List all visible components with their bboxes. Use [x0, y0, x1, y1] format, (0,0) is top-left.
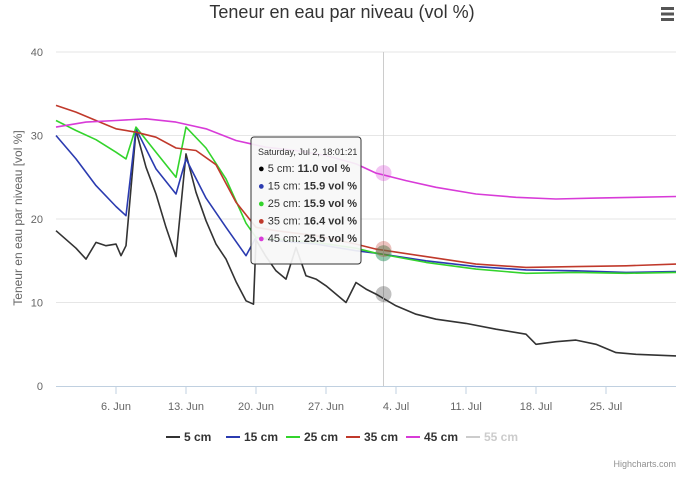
tooltip-bullet-icon: ●: [258, 181, 268, 193]
tooltip-row: ● 15 cm: 15.9 vol %: [258, 181, 357, 193]
tooltip-row-label: 25 cm:: [268, 198, 304, 210]
legend-label: 5 cm: [184, 430, 211, 444]
tooltip-row-value: 16.4 vol %: [304, 216, 357, 228]
x-tick-label: 18. Jul: [520, 401, 552, 413]
x-tick-label: 6. Jun: [101, 401, 131, 413]
tooltip-box: [250, 136, 362, 265]
x-tick-label: 20. Jun: [238, 401, 274, 413]
tooltip-row: ● 35 cm: 16.4 vol %: [258, 216, 357, 228]
y-axis-label: Teneur en eau par niveau [vol %]: [11, 130, 25, 305]
tooltip-row-label: 15 cm:: [268, 181, 304, 193]
tooltip-row-value: 11.0 vol %: [298, 163, 351, 175]
credits-link[interactable]: Highcharts.com: [613, 459, 676, 469]
legend: 5 cm 15 cm 25 cm 35 cm 45 cm 55 cm: [166, 430, 518, 444]
tooltip: Saturday, Jul 2, 18:01:21 ● 5 cm: 11.0 v…: [250, 136, 362, 265]
tooltip-row-label: 45 cm:: [268, 233, 304, 245]
legend-item-45cm[interactable]: 45 cm: [406, 430, 458, 444]
y-tick-label: 20: [31, 214, 43, 226]
x-tick-label: 27. Jun: [308, 401, 344, 413]
legend-label: 35 cm: [364, 430, 398, 444]
y-tick-label: 30: [31, 131, 43, 143]
hover-marker-25cm: [375, 245, 392, 262]
series-line-5cm: [55, 129, 677, 357]
tooltip-row-value: 15.9 vol %: [304, 198, 357, 210]
legend-item-55cm[interactable]: 55 cm: [466, 430, 518, 444]
tooltip-row-label: 5 cm:: [268, 163, 298, 175]
tooltip-row: ● 5 cm: 11.0 vol %: [258, 163, 350, 175]
series-line-25cm: [55, 119, 677, 275]
legend-label: 45 cm: [424, 430, 458, 444]
tooltip-row-label: 35 cm:: [268, 216, 304, 228]
tooltip-header: Saturday, Jul 2, 18:01:21: [258, 147, 357, 157]
tooltip-bullet-icon: ●: [258, 163, 268, 175]
tooltip-row-value: 25.5 vol %: [304, 233, 357, 245]
legend-label: 15 cm: [244, 430, 278, 444]
y-tick-label: 10: [31, 298, 43, 310]
tooltip-bullet-icon: ●: [258, 216, 268, 228]
x-axis-ticks: 6. Jun 13. Jun 20. Jun 27. Jun 4. Jul 11. Jul…: [101, 386, 622, 413]
tooltip-row-value: 15.9 vol %: [304, 181, 357, 193]
y-tick-label: 40: [31, 47, 43, 59]
series-lines: [55, 104, 677, 357]
legend-item-25cm[interactable]: 25 cm: [286, 430, 338, 444]
tooltip-bullet-icon: ●: [258, 198, 268, 210]
legend-label: 55 cm: [484, 430, 518, 444]
tooltip-row: ● 45 cm: 25.5 vol %: [258, 233, 357, 245]
tooltip-row: ● 25 cm: 15.9 vol %: [258, 198, 357, 210]
hover-marker-45cm: [375, 165, 392, 182]
hover-marker-15cm: [375, 245, 392, 262]
hamburger-menu-icon[interactable]: [658, 4, 678, 24]
legend-item-5cm[interactable]: 5 cm: [166, 430, 211, 444]
x-tick-label: 11. Jul: [450, 401, 482, 413]
y-axis-ticks: 0 10 20 30 40: [31, 47, 43, 393]
hover-markers: [375, 165, 392, 303]
hover-marker-35cm: [375, 241, 392, 258]
legend-item-15cm[interactable]: 15 cm: [226, 430, 278, 444]
x-tick-label: 4. Jul: [383, 401, 409, 413]
hover-marker-5cm: [375, 286, 392, 303]
legend-item-35cm[interactable]: 35 cm: [346, 430, 398, 444]
x-tick-label: 25. Jul: [590, 401, 622, 413]
gridlines: [56, 51, 676, 303]
tooltip-rows: ● 5 cm: 11.0 vol %● 15 cm: 15.9 vol %● 2…: [258, 163, 357, 245]
chart-title: Teneur en eau par niveau (vol %): [209, 2, 474, 22]
x-tick-label: 13. Jun: [168, 401, 204, 413]
y-tick-label: 0: [37, 381, 43, 393]
legend-label: 25 cm: [304, 430, 338, 444]
series-line-15cm: [55, 128, 677, 274]
tooltip-bullet-icon: ●: [258, 233, 268, 245]
